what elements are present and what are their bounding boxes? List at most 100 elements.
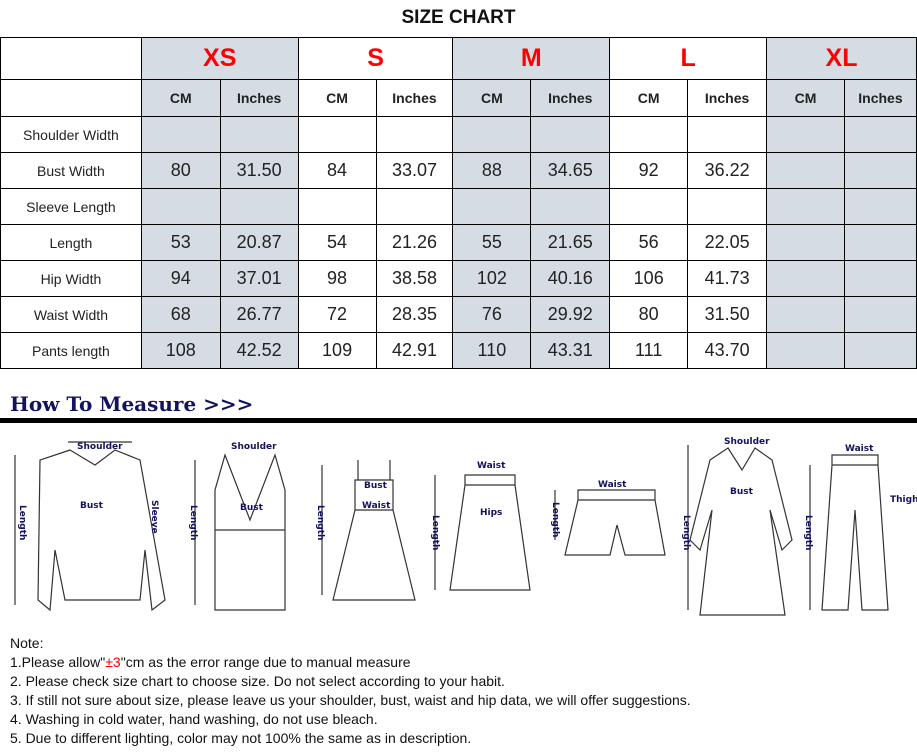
table-row: Shoulder Width (0, 116, 917, 153)
row-label: Hip Width (0, 260, 142, 297)
svg-text:Bust: Bust (240, 503, 264, 513)
svg-text:Waist: Waist (477, 461, 506, 471)
corner-cell (0, 79, 142, 117)
tank-top-illustration: Shoulder Bust Length (188, 442, 286, 611)
size-header-s: S (297, 37, 454, 80)
note-1-tolerance: ±3 (105, 654, 121, 670)
length-label: Length (17, 505, 27, 540)
table-cell: 111 (609, 332, 689, 369)
table-row: Bust Width 80 31.50 84 33.07 88 34.65 92 36.22 (0, 152, 917, 189)
table-row: Pants length 108 42.52 109 42.91 110 43.31 111 4… (0, 332, 917, 369)
row-label: Waist Width (0, 296, 142, 333)
measurement-illustrations: Shoulder Bust Length Sleeve Shoulder Bus… (14, 437, 917, 616)
table-cell (140, 116, 221, 153)
table-cell (843, 224, 917, 261)
size-header-xs: XS (140, 37, 299, 80)
table-cell: 110 (452, 332, 532, 369)
table-cell: 80 (140, 152, 221, 189)
note-4: 4. Washing in cold water, hand washing, … (10, 711, 378, 727)
size-header-l: L (609, 37, 768, 80)
row-label: Shoulder Width (0, 116, 142, 153)
unit-header-cm: CM (452, 79, 532, 117)
page-title: SIZE CHART (401, 7, 516, 28)
note-1-text: 1.Please allow" (10, 654, 106, 670)
shorts-illustration: Waist Length (550, 480, 666, 556)
table-cell (843, 152, 917, 189)
table-cell: 84 (297, 152, 377, 189)
table-cell: 41.73 (687, 260, 768, 297)
table-cell: 109 (297, 332, 377, 369)
notes: Note: 1.Please allow"±3"cm as the error … (10, 634, 691, 748)
svg-text:Waist: Waist (598, 480, 627, 490)
svg-text:Shoulder: Shoulder (724, 437, 770, 447)
table-cell: 55 (452, 224, 532, 261)
table-cell (297, 188, 377, 225)
corner-cell (0, 37, 142, 80)
table-cell: 29.92 (530, 296, 611, 333)
table-cell (766, 296, 845, 333)
table-cell: 42.91 (375, 332, 454, 369)
table-cell: 54 (297, 224, 377, 261)
table-cell: 22.05 (687, 224, 768, 261)
table-cell (843, 260, 917, 297)
note-2: 2. Please check size chart to choose siz… (10, 673, 505, 689)
table-cell (843, 116, 917, 153)
svg-text:Length: Length (681, 515, 691, 550)
svg-text:Length: Length (315, 505, 325, 540)
svg-text:Length: Length (188, 505, 198, 540)
table-cell (452, 116, 532, 153)
table-cell: 80 (609, 296, 689, 333)
unit-header-inches: Inches (219, 79, 299, 117)
table-cell (140, 188, 221, 225)
svg-text:Length: Length (803, 515, 813, 550)
table-cell (766, 224, 845, 261)
table-cell (766, 260, 845, 297)
table-cell: 34.65 (530, 152, 611, 189)
table-cell: 40.16 (530, 260, 611, 297)
table-cell (843, 296, 917, 333)
svg-text:Waist: Waist (845, 444, 874, 454)
table-cell: 28.35 (375, 296, 454, 333)
table-cell: 31.50 (687, 296, 768, 333)
table-row: Sleeve Length (0, 188, 917, 225)
unit-header-inches: Inches (687, 79, 768, 117)
table-row: Length 53 20.87 54 21.26 55 21.65 56 22.05 (0, 224, 917, 261)
table-cell: 42.52 (219, 332, 299, 369)
row-label: Sleeve Length (0, 188, 142, 225)
table-cell (609, 188, 689, 225)
table-cell: 38.58 (375, 260, 454, 297)
svg-text:Shoulder: Shoulder (231, 442, 277, 452)
table-cell: 20.87 (219, 224, 299, 261)
blouse-illustration: Shoulder Bust Length Sleeve (14, 441, 166, 612)
table-cell: 72 (297, 296, 377, 333)
unit-header-row: CM Inches CM Inches CM Inches CM Inches CM Inches (0, 79, 917, 117)
table-cell: 26.77 (219, 296, 299, 333)
note-3: 3. If still not sure about size, please … (10, 692, 691, 708)
table-cell: 43.31 (530, 332, 611, 369)
table-cell (843, 188, 917, 225)
unit-header-cm: CM (766, 79, 845, 117)
how-to-measure-heading: How To Measure >>> (10, 392, 254, 416)
table-cell (687, 116, 768, 153)
sleeve-label: Sleeve (149, 500, 159, 534)
table-cell (375, 116, 454, 153)
table-cell (766, 188, 845, 225)
table-cell: 37.01 (219, 260, 299, 297)
table-cell: 106 (609, 260, 689, 297)
table-cell: 68 (140, 296, 221, 333)
divider (0, 418, 917, 423)
unit-header-inches: Inches (843, 79, 917, 117)
svg-text:Hips: Hips (480, 508, 502, 518)
table-cell: 21.65 (530, 224, 611, 261)
svg-text:Length: Length (430, 515, 440, 550)
note-5: 5. Due to different lighting, color may … (10, 730, 472, 746)
unit-header-cm: CM (297, 79, 377, 117)
table-cell: 53 (140, 224, 221, 261)
table-cell: 36.22 (687, 152, 768, 189)
table-cell: 21.26 (375, 224, 454, 261)
coat-illustration: Shoulder Bust Length (681, 437, 793, 616)
table-cell (766, 152, 845, 189)
unit-header-cm: CM (140, 79, 221, 117)
table-cell (766, 332, 845, 369)
size-header-m: M (452, 37, 611, 80)
